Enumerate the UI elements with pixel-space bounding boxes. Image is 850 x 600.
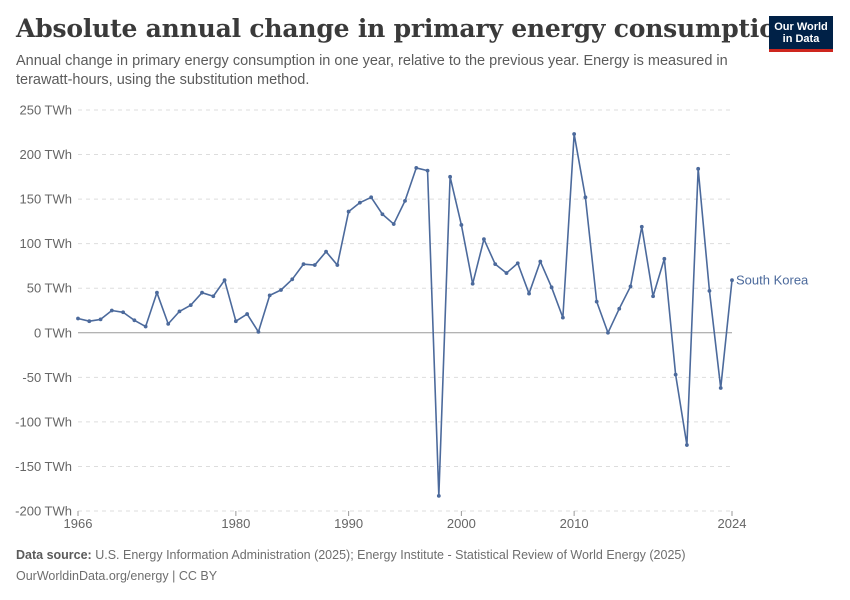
data-point xyxy=(380,212,385,217)
data-point xyxy=(87,319,92,324)
data-point xyxy=(143,324,148,329)
owid-logo[interactable]: Our World in Data xyxy=(769,16,833,52)
data-point xyxy=(222,278,227,283)
data-point xyxy=(335,263,340,267)
y-tick-label: -100 TWh xyxy=(15,414,72,429)
data-point xyxy=(391,222,396,226)
y-tick-label: -200 TWh xyxy=(15,504,72,519)
data-point xyxy=(538,259,543,264)
grid-layer xyxy=(78,109,732,512)
owid-energy-link[interactable]: OurWorldinData.org/energy xyxy=(16,569,169,583)
data-point xyxy=(718,386,723,390)
logo-line-1: Our World xyxy=(774,21,828,33)
chart-subtitle: Annual change in primary energy consumpt… xyxy=(16,53,728,88)
data-point xyxy=(301,262,306,267)
footer-links: OurWorldinData.org/energy | CC BY xyxy=(16,569,217,583)
x-tick-label: 2024 xyxy=(718,516,747,531)
data-point xyxy=(324,249,328,254)
x-tick-label: 1966 xyxy=(64,516,93,531)
data-point xyxy=(560,315,565,320)
data-point xyxy=(290,277,295,282)
data-point xyxy=(583,195,588,200)
data-source-text: U.S. Energy Information Administration (… xyxy=(95,548,686,562)
x-tick-label: 2010 xyxy=(560,516,589,531)
data-source-label: Data source: xyxy=(16,548,92,562)
data-point xyxy=(448,174,453,179)
data-point xyxy=(121,310,126,315)
data-point xyxy=(730,278,734,283)
y-tick-label: 50 TWh xyxy=(27,281,72,296)
data-point xyxy=(707,288,712,293)
data-point xyxy=(673,372,678,377)
x-tick-label: 1980 xyxy=(221,516,250,531)
line-chart: -200 TWh -150 TWh -100 TWh -50 TWh 0 TWh 50 T… xyxy=(15,103,809,532)
data-point xyxy=(549,285,554,290)
data-point xyxy=(617,306,622,311)
data-point xyxy=(312,263,317,267)
data-point xyxy=(459,223,464,227)
data-point xyxy=(414,166,419,170)
data-source: Data source: U.S. Energy Information Adm… xyxy=(16,548,686,562)
y-tick-label: 200 TWh xyxy=(19,147,72,162)
license-text: | CC BY xyxy=(172,569,218,583)
series-line xyxy=(77,133,733,497)
y-tick-label: 250 TWh xyxy=(19,103,72,118)
data-point xyxy=(256,329,261,334)
data-point xyxy=(504,271,509,275)
data-point xyxy=(515,261,520,266)
y-tick-label: 100 TWh xyxy=(19,236,72,251)
data-point xyxy=(403,198,407,203)
y-tick-label: 0 TWh xyxy=(34,325,72,340)
data-point xyxy=(594,299,599,304)
x-tick-label: 2000 xyxy=(447,516,476,531)
data-point xyxy=(76,316,80,321)
data-point xyxy=(233,319,238,324)
data-point xyxy=(357,200,362,205)
data-point xyxy=(639,224,644,229)
data-point xyxy=(628,284,633,289)
series-layer: South Korea xyxy=(76,132,809,498)
data-point xyxy=(166,321,171,326)
data-point xyxy=(109,308,114,313)
data-point xyxy=(493,262,498,267)
data-point xyxy=(482,237,486,242)
data-point xyxy=(346,209,351,214)
data-point xyxy=(684,443,689,447)
series-label: South Korea xyxy=(736,273,809,288)
data-point xyxy=(651,294,655,299)
data-point xyxy=(267,293,272,298)
data-point xyxy=(98,317,103,322)
data-point xyxy=(177,309,182,314)
data-point xyxy=(188,303,193,308)
data-point xyxy=(211,294,216,299)
y-tick-label: 150 TWh xyxy=(19,192,72,207)
chart-title: Absolute annual change in primary energy… xyxy=(16,14,794,43)
data-point xyxy=(436,493,441,498)
data-point xyxy=(279,288,283,292)
data-point xyxy=(662,256,667,261)
data-point xyxy=(696,166,701,171)
data-point xyxy=(572,132,577,136)
logo-line-2: in Data xyxy=(782,33,820,45)
axis-layer: -200 TWh -150 TWh -100 TWh -50 TWh 0 TWh 50 T… xyxy=(15,103,746,532)
y-tick-label: -150 TWh xyxy=(15,459,72,474)
data-point xyxy=(470,281,475,286)
data-point xyxy=(245,312,250,316)
data-point xyxy=(606,330,610,335)
y-tick-label: -50 TWh xyxy=(22,370,72,385)
data-point xyxy=(132,318,137,323)
data-point xyxy=(155,290,159,295)
data-point xyxy=(369,195,374,200)
x-tick-label: 1990 xyxy=(334,516,363,531)
data-point xyxy=(200,290,204,295)
data-point xyxy=(527,291,531,296)
data-point xyxy=(425,168,430,173)
